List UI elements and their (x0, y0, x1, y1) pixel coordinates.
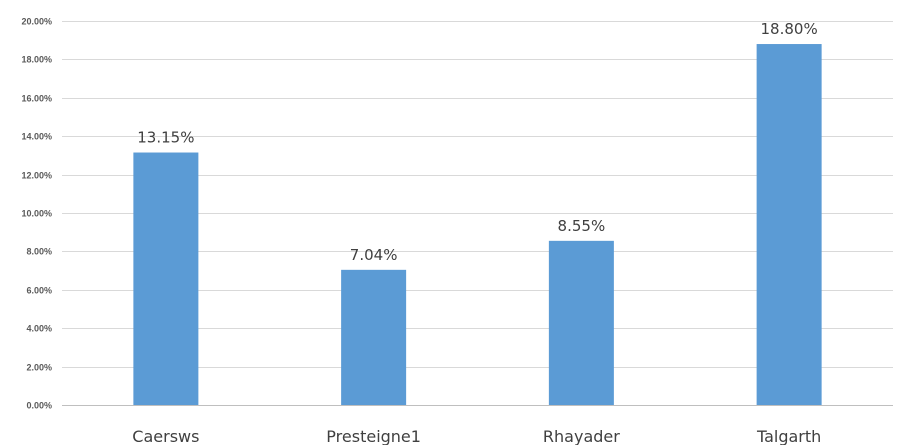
data-label-presteigne1: 7.04% (350, 246, 398, 264)
category-label-talgarth: Talgarth (756, 427, 821, 445)
bar-presteigne1 (341, 269, 407, 405)
bars (133, 44, 822, 405)
y-tick-label: 2.00% (26, 363, 52, 373)
data-label-rhayader: 8.55% (558, 217, 606, 235)
bar-caersws (133, 152, 199, 405)
y-tick-label: 18.00% (21, 55, 52, 65)
bar-rhayader (548, 240, 614, 405)
category-label-rhayader: Rhayader (543, 427, 620, 445)
y-tick-label: 20.00% (21, 17, 52, 27)
y-tick-label: 16.00% (21, 94, 52, 104)
y-tick-label: 8.00% (26, 247, 52, 257)
x-axis-category-labels: Caersws Presteigne1 Rhayader Talgarth (132, 427, 821, 445)
y-tick-label: 4.00% (26, 324, 52, 334)
y-tick-label: 12.00% (21, 171, 52, 181)
data-labels: 13.15% 7.04% 8.55% 18.80% (137, 20, 817, 264)
category-label-presteigne1: Presteigne1 (326, 427, 421, 445)
data-label-caersws: 13.15% (137, 129, 194, 147)
y-tick-label: 10.00% (21, 209, 52, 219)
y-axis-tick-labels: 0.00% 2.00% 4.00% 6.00% 8.00% 10.00% 12.00% 14.… (21, 17, 52, 411)
category-label-caersws: Caersws (132, 427, 199, 445)
data-label-talgarth: 18.80% (761, 20, 818, 38)
y-tick-label: 14.00% (21, 132, 52, 142)
y-tick-label: 0.00% (26, 401, 52, 411)
y-tick-label: 6.00% (26, 286, 52, 296)
bar-talgarth (756, 44, 822, 405)
gridlines (62, 21, 893, 406)
